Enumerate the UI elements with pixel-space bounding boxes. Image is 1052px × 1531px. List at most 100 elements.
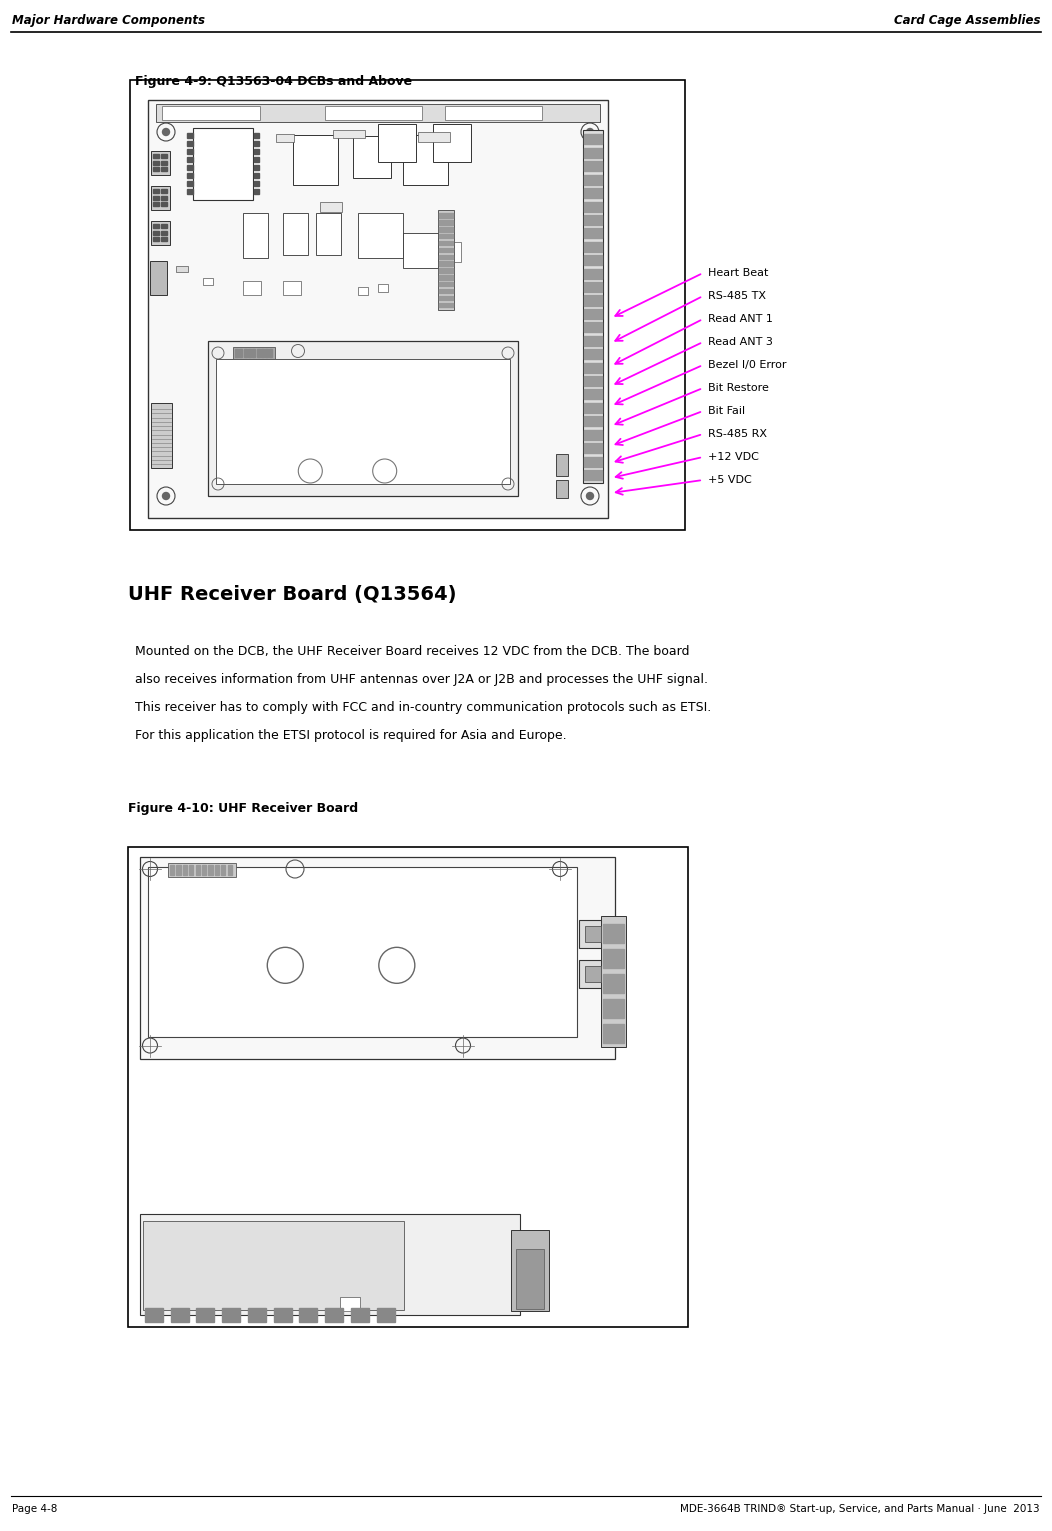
Bar (187, 133, 193, 138)
Bar (153, 155, 159, 158)
FancyBboxPatch shape (445, 106, 542, 119)
Bar (187, 149, 193, 155)
FancyBboxPatch shape (438, 210, 454, 309)
Text: Mounted on the DCB, the UHF Receiver Board receives 12 VDC from the DCB. The boa: Mounted on the DCB, the UHF Receiver Boa… (135, 645, 689, 658)
Text: Heart Beat: Heart Beat (708, 268, 768, 279)
FancyBboxPatch shape (403, 233, 438, 268)
Bar (177, 865, 181, 876)
Text: UHF Receiver Board (Q13564): UHF Receiver Board (Q13564) (128, 585, 457, 605)
Bar (170, 1307, 188, 1321)
Bar (274, 1307, 291, 1321)
Bar (439, 303, 453, 308)
Bar (439, 254, 453, 259)
Bar (439, 213, 453, 217)
FancyBboxPatch shape (585, 926, 601, 942)
Text: Bit Fail: Bit Fail (708, 406, 745, 416)
FancyBboxPatch shape (557, 481, 568, 498)
FancyBboxPatch shape (150, 260, 167, 295)
Bar (261, 349, 264, 357)
Text: Card Cage Assemblies: Card Cage Assemblies (893, 14, 1040, 28)
Bar (187, 188, 193, 194)
FancyBboxPatch shape (283, 282, 301, 295)
FancyBboxPatch shape (151, 185, 170, 210)
Text: RS-485 TX: RS-485 TX (708, 291, 766, 302)
FancyBboxPatch shape (378, 283, 388, 292)
Bar (161, 167, 166, 171)
Bar (153, 224, 159, 228)
FancyBboxPatch shape (316, 213, 341, 256)
Circle shape (587, 493, 593, 499)
Bar (254, 173, 259, 178)
Text: Bezel I/0 Error: Bezel I/0 Error (708, 360, 787, 371)
FancyBboxPatch shape (418, 132, 450, 142)
Text: Figure 4-9: Q13563-04 DCBs and Above: Figure 4-9: Q13563-04 DCBs and Above (135, 75, 412, 87)
Bar (153, 231, 159, 234)
Bar (325, 1307, 343, 1321)
FancyBboxPatch shape (140, 1214, 520, 1315)
Bar (584, 363, 602, 372)
FancyBboxPatch shape (140, 857, 615, 1058)
Bar (161, 237, 166, 240)
Bar (161, 161, 166, 164)
FancyBboxPatch shape (151, 403, 171, 468)
Bar (254, 141, 259, 145)
Bar (439, 220, 453, 225)
Text: Read ANT 3: Read ANT 3 (708, 337, 773, 348)
FancyBboxPatch shape (340, 1297, 360, 1311)
Bar (350, 1307, 369, 1321)
Bar (254, 181, 259, 185)
Text: This receiver has to comply with FCC and in-country communication protocols such: This receiver has to comply with FCC and… (135, 701, 711, 713)
FancyBboxPatch shape (148, 867, 576, 1036)
Bar (584, 403, 602, 413)
FancyBboxPatch shape (585, 966, 601, 981)
FancyBboxPatch shape (601, 916, 626, 1047)
Bar (439, 248, 453, 253)
Bar (153, 237, 159, 240)
Bar (248, 349, 250, 357)
Bar (153, 188, 159, 193)
Bar (254, 165, 259, 170)
Bar (254, 188, 259, 194)
FancyBboxPatch shape (176, 266, 188, 273)
Bar (208, 865, 213, 876)
FancyBboxPatch shape (333, 130, 365, 138)
FancyBboxPatch shape (358, 213, 403, 259)
FancyBboxPatch shape (515, 1249, 544, 1309)
Bar (161, 188, 166, 193)
Bar (584, 228, 602, 239)
FancyBboxPatch shape (579, 920, 607, 948)
Bar (584, 442, 602, 453)
Bar (584, 377, 602, 386)
Bar (196, 865, 200, 876)
Bar (584, 149, 602, 158)
Bar (183, 865, 187, 876)
FancyBboxPatch shape (403, 135, 448, 185)
FancyBboxPatch shape (276, 135, 294, 142)
Bar (439, 276, 453, 280)
FancyBboxPatch shape (583, 130, 603, 482)
FancyBboxPatch shape (232, 348, 275, 358)
Bar (254, 149, 259, 155)
Circle shape (162, 129, 169, 136)
Text: Read ANT 1: Read ANT 1 (708, 314, 773, 325)
Bar (215, 865, 219, 876)
Bar (584, 135, 602, 144)
Bar (187, 158, 193, 162)
Bar (584, 309, 602, 318)
Bar (187, 173, 193, 178)
Bar (202, 865, 206, 876)
Bar (257, 349, 260, 357)
FancyBboxPatch shape (294, 135, 338, 185)
Bar (161, 224, 166, 228)
Bar (439, 295, 453, 300)
Bar (161, 231, 166, 234)
Bar (584, 188, 602, 197)
Bar (603, 949, 624, 968)
Bar (153, 167, 159, 171)
FancyBboxPatch shape (151, 152, 170, 175)
FancyBboxPatch shape (243, 282, 261, 295)
FancyBboxPatch shape (193, 129, 252, 201)
Bar (584, 335, 602, 346)
Bar (584, 389, 602, 400)
FancyBboxPatch shape (243, 213, 268, 259)
